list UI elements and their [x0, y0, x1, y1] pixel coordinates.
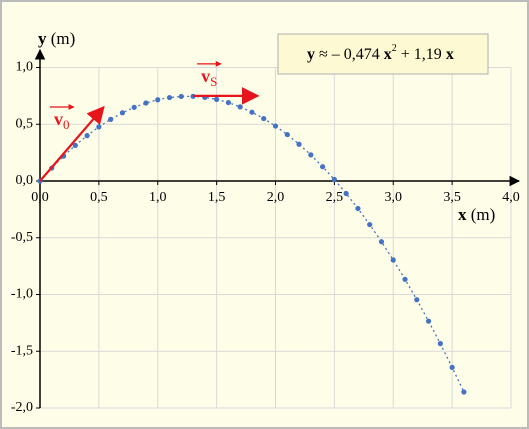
y-tick-label: -1,0: [11, 287, 33, 302]
x-tick-label: 3,5: [443, 190, 461, 205]
point: [331, 176, 337, 183]
point: [425, 318, 432, 324]
equation-part: x: [384, 46, 392, 63]
point: [414, 297, 420, 303]
y-tick-label: -0,5: [11, 230, 33, 245]
x-axis-unit: (m): [471, 205, 496, 224]
point: [84, 133, 90, 139]
point: [437, 341, 443, 347]
point: [261, 115, 267, 122]
point: [343, 190, 349, 197]
vector-symbol: v: [201, 66, 210, 86]
point: [296, 141, 302, 147]
x-axis-label: x (m): [458, 205, 495, 224]
point: [461, 389, 467, 395]
vector-subscript: 0: [63, 117, 70, 132]
point: [166, 94, 173, 101]
point: [284, 131, 290, 138]
equation: y ≈ – 0,474 x2 + 1,19 x: [287, 43, 466, 62]
point: [272, 123, 279, 129]
equation-part: ≈ – 0,474: [315, 46, 384, 63]
vector-label: v0: [54, 109, 70, 132]
point: [131, 104, 137, 110]
vector-arrow: [39, 105, 105, 182]
x-tick-label: 4,0: [502, 190, 520, 205]
point: [320, 164, 326, 170]
point: [355, 205, 361, 212]
y-tick-label: 1,0: [16, 60, 34, 75]
equation-part: x: [446, 46, 454, 63]
x-tick-label: 0,5: [90, 190, 108, 205]
point: [214, 96, 220, 102]
equation-part: + 1,19: [397, 46, 446, 63]
point: [237, 104, 243, 110]
y-axis-unit: (m): [51, 29, 76, 48]
vector-symbol: v: [54, 109, 63, 129]
vector-label: vS: [201, 66, 217, 89]
x-axis-var: x: [458, 205, 467, 224]
point: [96, 124, 102, 130]
point: [143, 100, 149, 106]
y-axis-var: y: [38, 29, 47, 48]
equation-box: [277, 33, 489, 75]
point: [308, 152, 314, 158]
point: [449, 364, 455, 370]
point: [249, 109, 255, 115]
point: [378, 239, 385, 245]
point: [225, 99, 231, 106]
point: [155, 97, 161, 103]
point: [402, 276, 408, 282]
equation-part: 2: [392, 43, 397, 54]
point: [390, 257, 396, 263]
y-tick-label: -2,0: [11, 400, 33, 415]
vector-subscript: S: [210, 74, 217, 89]
x-tick-label: 2,5: [326, 190, 344, 205]
y-axis-label: y (m): [38, 29, 75, 48]
point: [119, 110, 126, 116]
x-tick-label: 2,0: [267, 190, 285, 205]
point: [178, 93, 184, 100]
y-tick-label: 0,5: [16, 116, 34, 131]
point: [108, 116, 114, 122]
point: [367, 221, 373, 228]
equation-part: y: [307, 46, 315, 63]
x-tick-label: 3,0: [385, 190, 403, 205]
y-tick-label: 0,0: [16, 173, 34, 188]
x-tick-label: 1,5: [208, 190, 226, 205]
x-tick-label: 1,0: [149, 190, 167, 205]
point: [72, 142, 78, 148]
y-tick-label: -1,5: [11, 343, 33, 358]
